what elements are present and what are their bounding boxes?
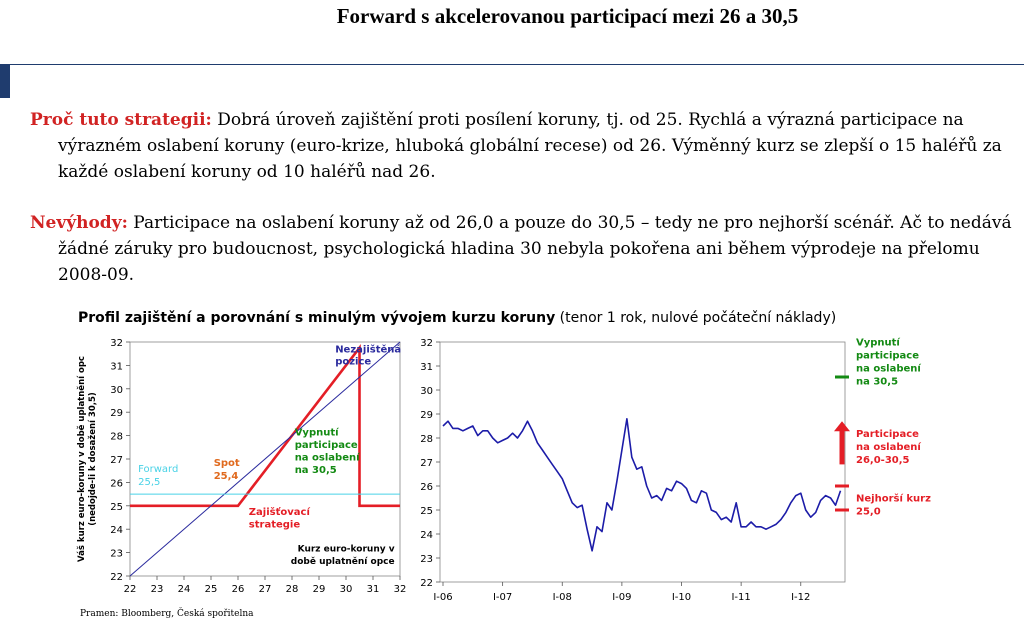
y-axis-label-line-1: Váš kurz euro-koruny v době uplatnění op…: [76, 356, 87, 562]
y-tick-label: 31: [420, 362, 433, 373]
hedge-profile-chart: 22 23 24 25 26 27 28 29 30 31 32 22 23 24 25 26 27 28 29 30…: [76, 338, 407, 595]
annotation-participace-line-1: Participace: [856, 429, 919, 440]
x-tick-label: I-12: [791, 592, 810, 603]
x-axis-label-line-2: době uplatnění opce: [291, 556, 395, 567]
annotation-nezajistena-line-1: Nezajištěná: [335, 344, 401, 356]
y-axis-label-line-2: (nedojde-li k dosažení 30,5): [88, 392, 98, 526]
y-tick-label: 23: [420, 554, 433, 565]
x-tick-label: I-06: [433, 592, 452, 603]
y-tick-label: 32: [110, 338, 123, 349]
annotation-participace-line-2: na oslabení: [856, 441, 921, 453]
y-tick-label: 22: [110, 572, 123, 583]
plot-frame: [439, 341, 846, 583]
annotation-spot-line-1: Spot: [214, 458, 240, 469]
x-tick-label: 24: [178, 584, 191, 595]
annotation-participace-line-3: 26,0-30,5: [856, 455, 910, 466]
cons-text: Participace na oslabení koruny až od 26,…: [58, 213, 1012, 285]
cons-paragraph: Nevýhody: Participace na oslabení koruny…: [30, 210, 1024, 288]
annotation-vypnuti-line-2: participace: [856, 351, 919, 362]
annotation-nejhorsi-line-1: Nejhorší kurz: [856, 493, 931, 505]
x-tick-label: I-11: [731, 592, 750, 603]
annotation-vypnuti-line-4: na 30,5: [856, 377, 898, 388]
annotation-zajistovaci-line-1: Zajišťovací: [249, 506, 311, 518]
annotation-vypnuti-line-1: Vypnutí: [295, 427, 339, 439]
y-tick-label: 32: [420, 338, 433, 349]
x-tick-label: 22: [124, 584, 137, 595]
figure-title-rest: (tenor 1 rok, nulové počáteční náklady): [555, 310, 837, 326]
y-tick-label: 26: [110, 478, 123, 489]
y-tick-label: 30: [110, 385, 123, 396]
x-tick-label: 26: [232, 584, 245, 595]
figure-source: Pramen: Bloomberg, Česká spořitelna: [80, 609, 254, 619]
y-tick-label: 27: [420, 458, 433, 469]
series-line-2: [129, 341, 401, 577]
annotation-forward-line-2: 25,5: [138, 477, 160, 488]
figure-title: Profil zajištění a porovnání s minulým v…: [78, 310, 836, 326]
y-tick-label: 29: [110, 408, 123, 419]
annotation-zajistovaci-line-2: strategie: [249, 520, 301, 531]
x-tick-label: 27: [259, 584, 272, 595]
y-tick-label: 24: [110, 525, 123, 536]
figure-title-bold: Profil zajištění a porovnání s minulým v…: [78, 310, 556, 326]
header-rule: [0, 64, 1024, 65]
why-lead: Proč tuto strategii:: [30, 110, 212, 130]
x-tick-label: I-10: [672, 592, 691, 603]
y-tick-label: 29: [420, 410, 433, 421]
x-tick-label: I-07: [493, 592, 512, 603]
series-line-1: [130, 343, 400, 508]
y-tick-label: 26: [420, 482, 433, 493]
x-tick-label: 25: [205, 584, 218, 595]
y-tick-label: 27: [110, 455, 123, 466]
y-tick-label: 23: [110, 549, 123, 560]
eurczk-history-chart: 22 23 24 25 26 27 28 29 30 31 32 I-06 I-07 I-08 I-09 I-…: [420, 337, 931, 603]
x-tick-label: 31: [367, 584, 380, 595]
header-accent-bar: [0, 64, 10, 98]
page-title: Forward s akcelerovanou participací mezi…: [336, 4, 799, 28]
y-tick-label: 28: [110, 432, 123, 443]
annotation-vypnuti-line-3: na oslabení: [856, 363, 921, 375]
x-tick-label: 28: [286, 584, 299, 595]
x-axis-label-line-1: Kurz euro-koruny v: [298, 544, 395, 554]
y-tick-label: 25: [420, 506, 433, 517]
x-tick-label: 23: [151, 584, 164, 595]
annotation-forward-line-1: Forward: [138, 464, 178, 475]
cons-lead: Nevýhody:: [30, 213, 128, 233]
arrow-up-icon: [834, 421, 850, 432]
y-tick-label: 30: [420, 386, 433, 397]
annotation-vypnuti-line-1: Vypnutí: [856, 337, 900, 349]
why-paragraph: Proč tuto strategii: Dobrá úroveň zajišt…: [30, 107, 1024, 185]
x-tick-label: 29: [313, 584, 326, 595]
x-tick-label: I-09: [612, 592, 631, 603]
x-tick-label: 32: [394, 584, 407, 595]
y-tick-label: 24: [420, 530, 433, 541]
annotation-nezajistena-line-2: pozice: [335, 357, 371, 368]
annotation-spot-line-2: 25,4: [214, 471, 239, 482]
y-tick-label: 25: [110, 502, 123, 513]
y-tick-label: 28: [420, 434, 433, 445]
x-tick-label: I-08: [553, 592, 572, 603]
y-tick-label: 31: [110, 361, 123, 372]
annotation-nejhorsi-line-2: 25,0: [856, 507, 881, 518]
y-tick-label: 22: [420, 578, 433, 589]
why-text: Dobrá úroveň zajištění proti posílení ko…: [58, 110, 1002, 182]
series-line-eurczk: [442, 418, 842, 552]
annotation-vypnuti-line-4: na 30,5: [295, 465, 337, 476]
annotation-vypnuti-line-3: na oslabení: [295, 452, 360, 464]
annotation-vypnuti-line-2: participace: [295, 440, 358, 451]
x-tick-label: 30: [340, 584, 353, 595]
